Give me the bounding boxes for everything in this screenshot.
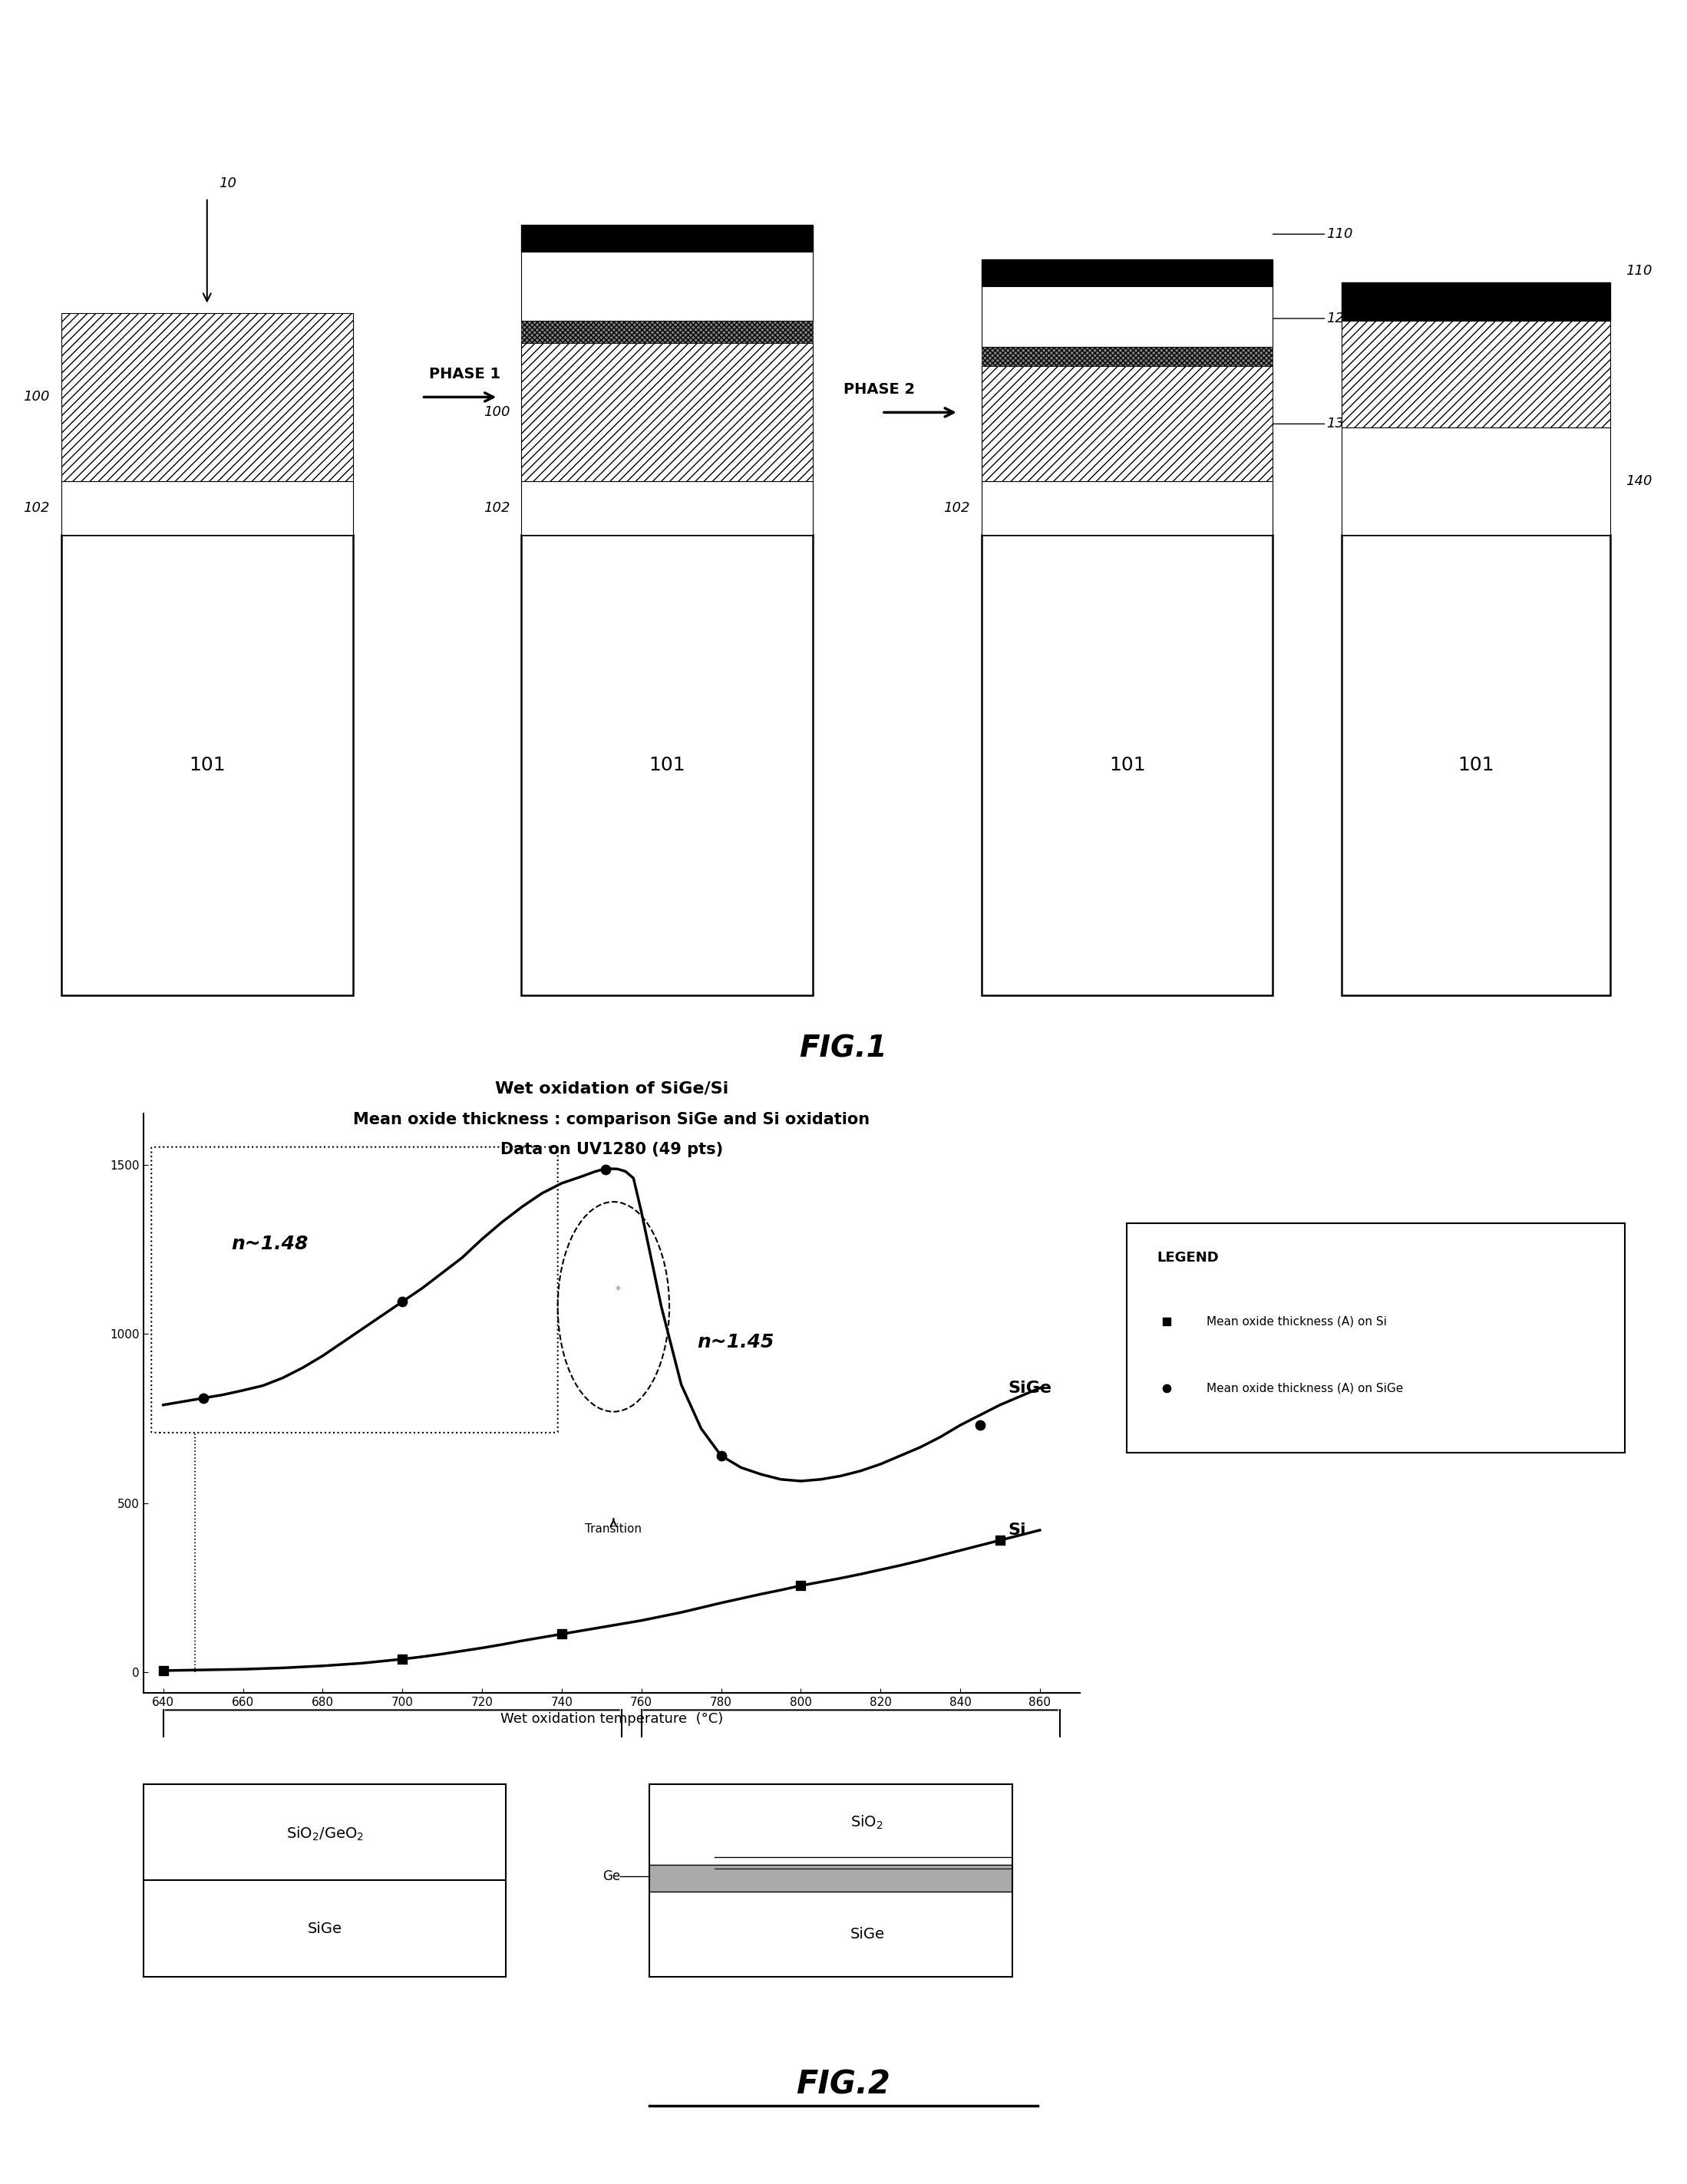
Point: [788, 1568, 815, 1603]
Text: Ge: Ge: [602, 1870, 621, 1883]
Text: 10: 10: [219, 177, 236, 190]
Bar: [982, 286, 1274, 347]
Text: PHASE 2: PHASE 2: [844, 382, 914, 397]
Bar: [521, 251, 813, 321]
Text: 130: 130: [1274, 417, 1353, 430]
Bar: [1341, 282, 1611, 321]
Text: 101: 101: [1458, 756, 1495, 775]
Bar: [1341, 535, 1611, 996]
Point: [548, 1616, 575, 1651]
Text: 110: 110: [1274, 227, 1353, 240]
Bar: [521, 225, 813, 251]
Bar: [521, 321, 813, 343]
Bar: [1341, 428, 1611, 535]
Point: [707, 1439, 734, 1474]
Point: [987, 1522, 1014, 1557]
Text: 102: 102: [484, 502, 509, 515]
Text: 102: 102: [943, 502, 970, 515]
Bar: [61, 480, 353, 535]
Text: Mean oxide thickness (A) on Si: Mean oxide thickness (A) on Si: [1206, 1317, 1387, 1328]
Bar: [61, 535, 353, 996]
Point: [150, 1653, 177, 1688]
Bar: [982, 347, 1274, 367]
Text: 101: 101: [1108, 756, 1145, 775]
Text: Data on UV1280 (49 pts): Data on UV1280 (49 pts): [501, 1142, 722, 1158]
Bar: [521, 535, 813, 996]
Bar: [982, 260, 1274, 286]
X-axis label: Wet oxidation temperature  (°C): Wet oxidation temperature (°C): [499, 1712, 724, 1725]
Point: [967, 1409, 994, 1444]
Text: PHASE 1: PHASE 1: [430, 367, 501, 382]
Bar: [982, 535, 1274, 996]
Text: Mean oxide thickness (A) on SiGe: Mean oxide thickness (A) on SiGe: [1206, 1382, 1404, 1393]
Text: FIG.1: FIG.1: [800, 1035, 887, 1064]
Text: 102: 102: [24, 502, 51, 515]
Bar: [1341, 321, 1611, 428]
Bar: [982, 480, 1274, 535]
Text: Transition: Transition: [585, 1520, 643, 1535]
Text: 101: 101: [189, 756, 226, 775]
Text: 100: 100: [24, 391, 51, 404]
Text: SiO$_2$: SiO$_2$: [850, 1815, 884, 1832]
Bar: [982, 367, 1274, 480]
Text: 101: 101: [649, 756, 685, 775]
Text: 110: 110: [1626, 264, 1652, 277]
Text: Si: Si: [1007, 1522, 1026, 1538]
Point: [592, 1153, 619, 1188]
Point: [189, 1380, 216, 1415]
Text: 100: 100: [484, 406, 509, 419]
Text: SiGe: SiGe: [850, 1926, 884, 1942]
Text: n~1.48: n~1.48: [231, 1234, 309, 1254]
Text: *: *: [614, 1284, 621, 1295]
Bar: [649, 1865, 1012, 1891]
Bar: [521, 343, 813, 480]
Text: n~1.45: n~1.45: [697, 1332, 774, 1352]
Point: [1154, 1304, 1181, 1339]
Text: Mean oxide thickness : comparison SiGe and Si oxidation: Mean oxide thickness : comparison SiGe a…: [353, 1112, 870, 1127]
Bar: [61, 312, 353, 480]
Text: 140: 140: [1626, 474, 1652, 489]
Text: SiO$_2$/GeO$_2$: SiO$_2$/GeO$_2$: [287, 1826, 363, 1843]
Text: SiGe: SiGe: [307, 1922, 342, 1935]
Point: [390, 1284, 417, 1319]
Bar: [521, 480, 813, 535]
Point: [390, 1642, 417, 1677]
Text: FIG.2: FIG.2: [796, 2068, 891, 2101]
Text: SiGe: SiGe: [1007, 1380, 1051, 1396]
Text: 120: 120: [1274, 312, 1353, 325]
Text: LEGEND: LEGEND: [1157, 1251, 1218, 1265]
Text: Wet oxidation of SiGe/Si: Wet oxidation of SiGe/Si: [494, 1081, 729, 1096]
Point: [1154, 1372, 1181, 1406]
